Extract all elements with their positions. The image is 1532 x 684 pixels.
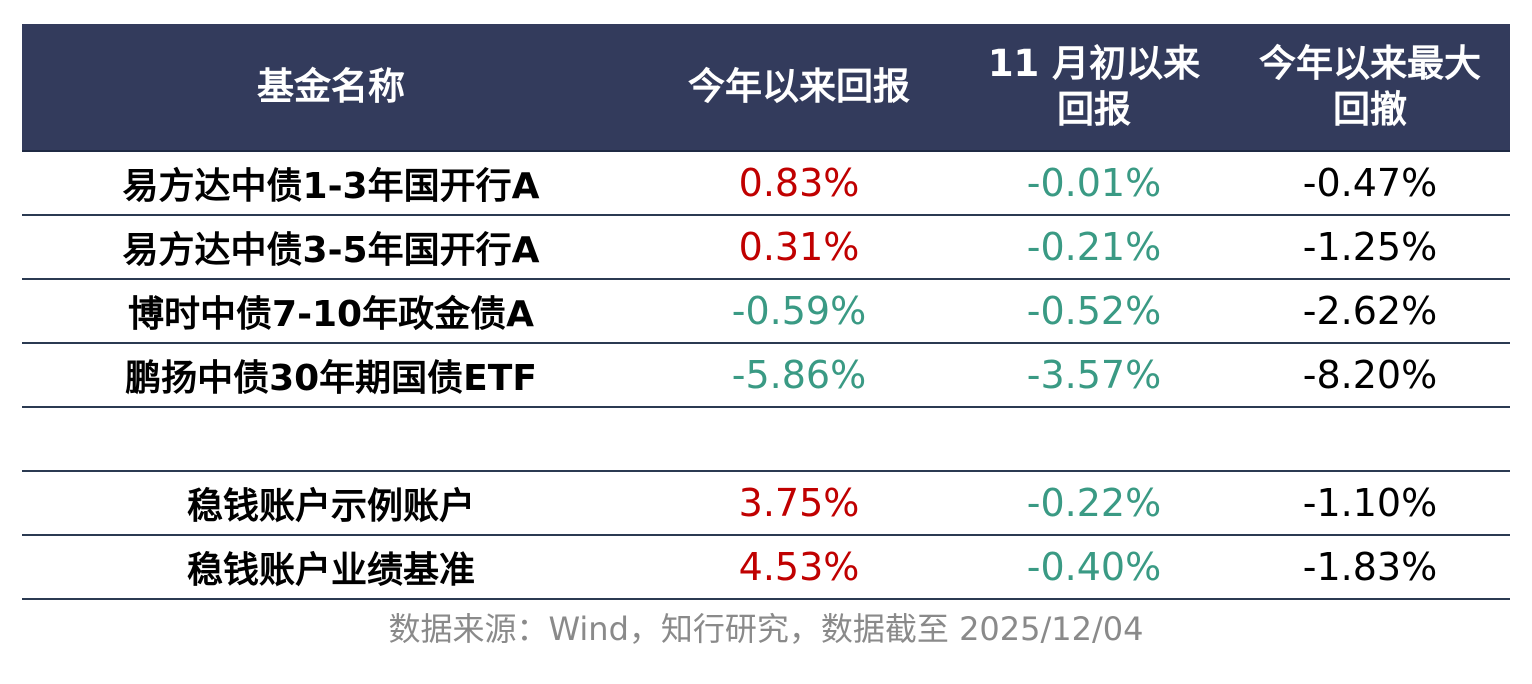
- header-line: 今年以来最大: [1259, 42, 1481, 85]
- since-nov-return-cell: -0.22%: [958, 471, 1230, 536]
- ytd-return-cell: 0.31%: [640, 215, 958, 280]
- max-drawdown-cell: -0.47%: [1230, 151, 1510, 216]
- since-nov-return-cell: -0.01%: [958, 151, 1230, 216]
- max-drawdown-cell: -8.20%: [1230, 343, 1510, 408]
- header-line: 11 月初以来: [987, 42, 1201, 85]
- fund-name-cell: 鹏扬中债30年期国债ETF: [22, 343, 640, 408]
- since-nov-return-cell: -0.21%: [958, 215, 1230, 280]
- header-line: 回撤: [1333, 88, 1407, 131]
- spacer-cell: [22, 407, 1510, 472]
- table-row: 博时中债7-10年政金债A -0.59% -0.52% -2.62%: [22, 279, 1510, 344]
- table-row: 易方达中债3-5年国开行A 0.31% -0.21% -1.25%: [22, 215, 1510, 280]
- since-nov-return-cell: -3.57%: [958, 343, 1230, 408]
- fund-returns-table: 基金名称 今年以来回报 11 月初以来 回报 今年以来最大 回撤 易方达中债1-3年…: [22, 24, 1510, 600]
- max-drawdown-cell: -2.62%: [1230, 279, 1510, 344]
- max-drawdown-cell: -1.25%: [1230, 215, 1510, 280]
- fund-name-cell: 易方达中债1-3年国开行A: [22, 151, 640, 216]
- max-drawdown-cell: -1.10%: [1230, 471, 1510, 536]
- header-line: 回报: [1057, 88, 1131, 131]
- since-nov-return-cell: -0.40%: [958, 535, 1230, 600]
- ytd-return-cell: 4.53%: [640, 535, 958, 600]
- data-source-note: 数据来源：Wind，知行研究，数据截至 2025/12/04: [388, 610, 1144, 648]
- fund-name-cell: 稳钱账户业绩基准: [22, 535, 640, 600]
- table-row: 稳钱账户示例账户 3.75% -0.22% -1.10%: [22, 471, 1510, 536]
- header-ytd-return: 今年以来回报: [640, 24, 958, 152]
- table-row: 易方达中债1-3年国开行A 0.83% -0.01% -0.47%: [22, 151, 1510, 216]
- table-row: 鹏扬中债30年期国债ETF -5.86% -3.57% -8.20%: [22, 343, 1510, 408]
- header-row: 基金名称 今年以来回报 11 月初以来 回报 今年以来最大 回撤: [22, 24, 1510, 152]
- ytd-return-cell: 0.83%: [640, 151, 958, 216]
- spacer-row: [22, 407, 1510, 472]
- header-fund-name: 基金名称: [22, 24, 640, 152]
- header-max-drawdown: 今年以来最大 回撤: [1230, 24, 1510, 152]
- max-drawdown-cell: -1.83%: [1230, 535, 1510, 600]
- fund-name-cell: 博时中债7-10年政金债A: [22, 279, 640, 344]
- ytd-return-cell: 3.75%: [640, 471, 958, 536]
- ytd-return-cell: -5.86%: [640, 343, 958, 408]
- fund-name-cell: 易方达中债3-5年国开行A: [22, 215, 640, 280]
- header-since-nov-return: 11 月初以来 回报: [958, 24, 1230, 152]
- ytd-return-cell: -0.59%: [640, 279, 958, 344]
- since-nov-return-cell: -0.52%: [958, 279, 1230, 344]
- table-row: 稳钱账户业绩基准 4.53% -0.40% -1.83%: [22, 535, 1510, 600]
- fund-name-cell: 稳钱账户示例账户: [22, 471, 640, 536]
